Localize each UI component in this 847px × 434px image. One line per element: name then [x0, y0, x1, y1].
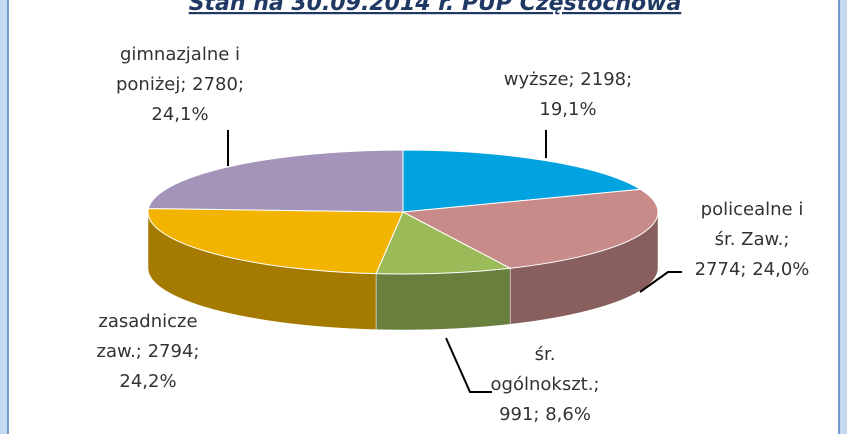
data-label: policealne i [701, 199, 804, 220]
data-label: poniżej; 2780; [116, 74, 244, 95]
data-label: wyższe; 2198; [504, 69, 632, 90]
leader-line [639, 271, 682, 293]
pie [147, 149, 659, 331]
leader-line [445, 337, 492, 393]
data-label: 2774; 24,0% [695, 259, 810, 280]
slice [147, 149, 404, 213]
data-label: 19,1% [539, 99, 596, 120]
leader-lines [227, 130, 682, 393]
data-label: 24,2% [119, 371, 176, 392]
data-label: zaw.; 2794; [97, 341, 200, 362]
data-label: 24,1% [151, 104, 208, 125]
data-label: śr. [535, 344, 556, 365]
data-label: zasadnicze [98, 311, 197, 332]
slice [375, 211, 512, 275]
data-label: ogólnokszt.; [491, 374, 600, 395]
data-label: gimnazjalne i [120, 44, 240, 65]
slice-side [375, 267, 511, 331]
slice [147, 207, 404, 275]
data-label: 991; 8,6% [499, 404, 591, 425]
slice [401, 188, 659, 269]
data-label: śr. Zaw.; [715, 229, 790, 250]
slice [402, 149, 642, 213]
chart-title: Stan na 30.09.2014 r. PUP Częstochowa [189, 0, 682, 16]
